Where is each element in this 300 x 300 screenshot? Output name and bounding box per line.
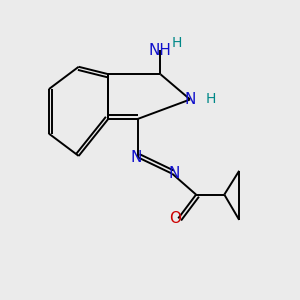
Text: N: N (184, 92, 196, 107)
Text: H: H (172, 36, 182, 50)
Text: H: H (206, 92, 216, 106)
Text: N: N (168, 166, 179, 181)
Text: NH: NH (149, 43, 172, 58)
Text: O: O (169, 211, 181, 226)
Text: N: N (131, 150, 142, 165)
